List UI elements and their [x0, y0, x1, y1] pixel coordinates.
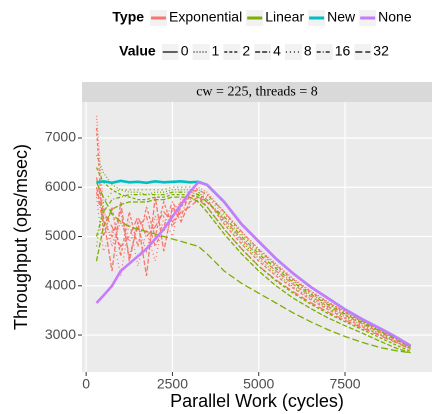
legend-type: Type Exponential Linear New None [112, 9, 412, 26]
legend-title: Value [119, 43, 156, 59]
series-line [95, 128, 411, 350]
y-tick-label: 5000 [45, 227, 76, 243]
x-axis-label: Parallel Work (cycles) [170, 391, 344, 411]
y-axis-label: Throughput (ops/msec) [11, 144, 31, 330]
legend-label: 2 [242, 43, 250, 59]
x-tick-label: 5000 [243, 376, 274, 392]
y-tick-label: 6000 [45, 178, 76, 194]
facet-label: cw = 225, threads = 8 [196, 85, 318, 100]
series-line [95, 187, 411, 348]
series-line [95, 182, 411, 354]
x-tick-label: 7500 [329, 376, 360, 392]
facet-strip [82, 82, 432, 102]
legend-key-bg [192, 44, 210, 60]
legend-label: 32 [373, 43, 389, 59]
legend-title: Type [112, 9, 144, 25]
legend-value: Value 0 1 2 4 8 16 32 [119, 43, 389, 60]
legend-label: 16 [335, 43, 351, 59]
lines [95, 115, 412, 354]
series-line [95, 188, 411, 347]
legend-label: None [378, 9, 412, 25]
legend-label: New [327, 9, 356, 25]
series-line [95, 196, 411, 354]
y-tick-label: 3000 [45, 326, 76, 342]
legend-label: 8 [304, 43, 312, 59]
y-tick-label: 4000 [45, 276, 76, 292]
legend-key-bg [354, 44, 372, 60]
series-line [95, 154, 411, 350]
legend-label: 1 [212, 43, 220, 59]
series-line [95, 115, 411, 347]
series-line [95, 180, 412, 348]
legend-label: 0 [181, 43, 189, 59]
y-tick-label: 7000 [45, 129, 76, 145]
legend-label: 4 [273, 43, 281, 59]
grid [82, 102, 432, 372]
x-tick-label: 0 [82, 376, 90, 392]
legend-key-bg [284, 44, 302, 60]
legend-label: Exponential [169, 9, 242, 25]
series-line [95, 177, 411, 350]
x-tick-label: 2500 [157, 376, 188, 392]
legend-key-bg [315, 44, 333, 60]
legend-label: Linear [265, 9, 304, 25]
series-line [95, 191, 411, 348]
